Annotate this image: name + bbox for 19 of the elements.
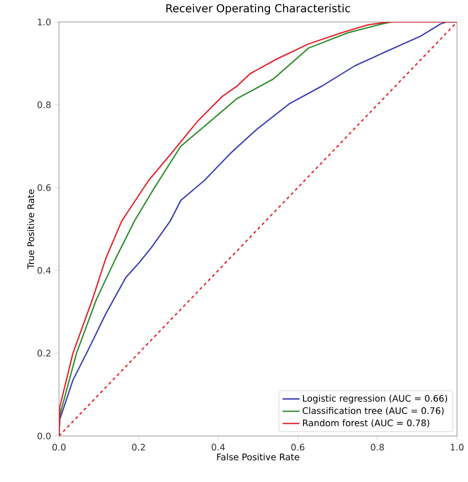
x-axis-title: False Positive Rate [217,453,300,460]
x-tick-label: 0.2 [132,444,145,451]
y-tick-label: 0.4 [38,267,51,274]
y-tick-label: 1.0 [38,18,51,26]
y-axis-title: True Positive Rate [27,190,34,269]
legend-label: Random forest (AUC = 0.78) [303,419,430,428]
legend-label: Classification tree (AUC = 0.76) [302,407,444,416]
legend-label: Logistic regression (AUC = 0.66) [303,394,448,404]
y-tick-label: 0.6 [38,184,51,191]
chart-title: Receiver Operating Characteristic [166,4,350,14]
x-tick-label: 1.0 [450,444,464,451]
y-tick-label: 0.2 [38,350,50,357]
y-tick-label: 0.0 [38,432,51,440]
y-tick-label: 0.8 [38,101,51,108]
x-tick-label: 0.8 [370,444,384,451]
line-series [59,22,458,436]
x-tick-label: 0.4 [212,444,225,451]
x-tick-label: 0.6 [291,444,304,451]
x-tick-label: 0.0 [52,444,66,451]
